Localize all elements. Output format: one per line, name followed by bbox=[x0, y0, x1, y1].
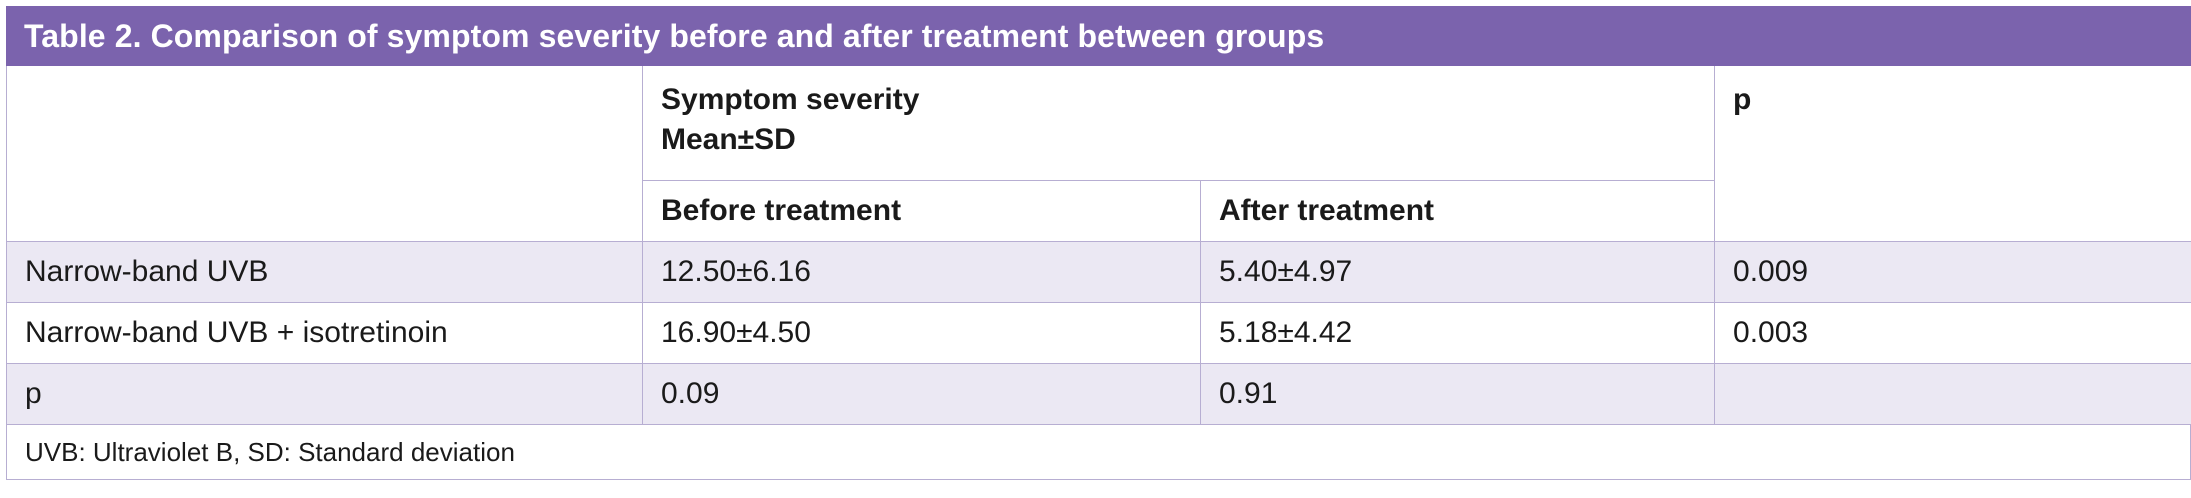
data-table: Symptom severity Mean±SD p Before treatm… bbox=[6, 66, 2191, 480]
footnote: UVB: Ultraviolet B, SD: Standard deviati… bbox=[6, 424, 2191, 480]
table-row: Narrow-band UVB 12.50±6.16 5.40±4.97 0.0… bbox=[6, 241, 2191, 303]
footnote-row: UVB: Ultraviolet B, SD: Standard deviati… bbox=[6, 424, 2191, 480]
table-container: Table 2. Comparison of symptom severity … bbox=[6, 6, 2191, 480]
header-group-line2: Mean±SD bbox=[661, 123, 796, 156]
table-row: Narrow-band UVB + isotretinoin 16.90±4.5… bbox=[6, 302, 2191, 364]
table-title: Table 2. Comparison of symptom severity … bbox=[6, 6, 2191, 66]
header-group-line1: Symptom severity bbox=[661, 83, 920, 116]
row-before: 16.90±4.50 bbox=[642, 302, 1201, 364]
row-after: 5.18±4.42 bbox=[1199, 302, 1716, 364]
row-after: 5.40±4.97 bbox=[1199, 241, 1716, 303]
header-empty-cell bbox=[6, 66, 643, 242]
row-p bbox=[1714, 363, 2191, 425]
header-symptom-severity: Symptom severity Mean±SD bbox=[641, 66, 1716, 181]
table-row: p 0.09 0.91 bbox=[6, 363, 2191, 425]
row-label: Narrow-band UVB + isotretinoin bbox=[6, 302, 643, 364]
header-after: After treatment bbox=[1199, 180, 1715, 242]
row-after: 0.91 bbox=[1199, 363, 1716, 425]
row-label: p bbox=[6, 363, 643, 425]
row-p: 0.003 bbox=[1714, 302, 2191, 364]
row-before: 12.50±6.16 bbox=[642, 241, 1201, 303]
row-p: 0.009 bbox=[1714, 241, 2191, 303]
header-row-1: Symptom severity Mean±SD p bbox=[6, 66, 2191, 242]
header-p: p bbox=[1714, 66, 2191, 242]
row-label: Narrow-band UVB bbox=[6, 241, 643, 303]
header-before: Before treatment bbox=[642, 180, 1201, 242]
row-before: 0.09 bbox=[642, 363, 1201, 425]
